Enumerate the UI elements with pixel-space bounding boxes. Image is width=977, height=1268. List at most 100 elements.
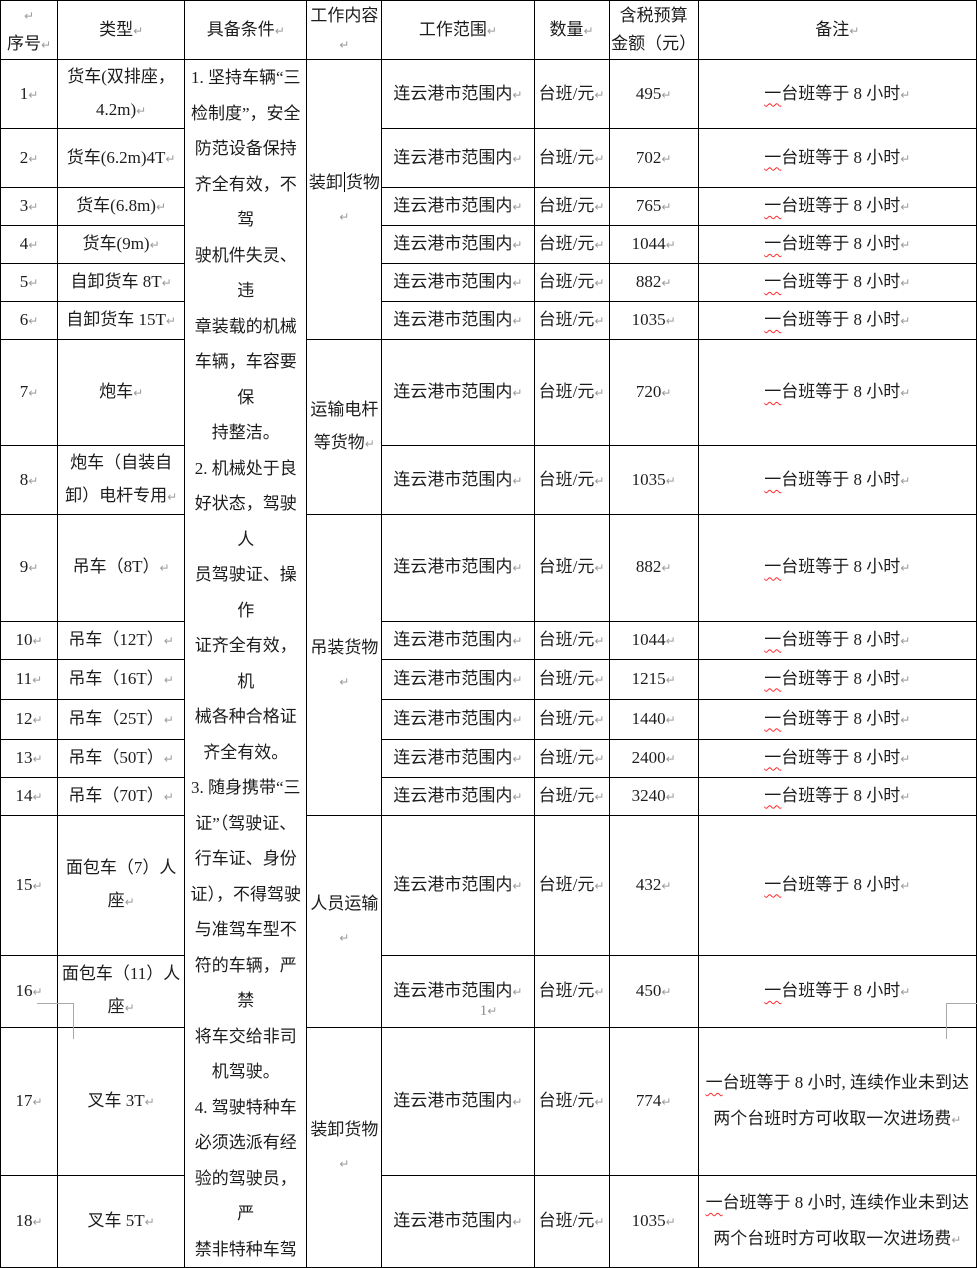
cell-index[interactable]: 14↵	[0, 776, 59, 816]
cell-scope[interactable]: 连云港市范围内↵	[381, 59, 535, 129]
cell-remark[interactable]: 一台班等于 8 小时↵	[697, 514, 977, 622]
header-quantity[interactable]: 数量↵	[533, 0, 610, 60]
cell-scope[interactable]: 连云港市范围内↵	[381, 620, 535, 660]
cell-quantity[interactable]: 台班/元↵	[533, 698, 610, 740]
cell-index[interactable]: 8↵	[0, 445, 59, 516]
cell-quantity[interactable]: 台班/元↵	[533, 187, 610, 226]
cell-type[interactable]: 面包车（7）人 座↵	[57, 814, 186, 956]
cell-amount[interactable]: 1035↵	[608, 301, 699, 340]
cell-quantity[interactable]: 台班/元↵	[533, 658, 610, 700]
cell-amount[interactable]: 1044↵	[608, 225, 699, 264]
cell-amount[interactable]: 702↵	[608, 128, 699, 188]
cell-type[interactable]: 吊车（25T）↵	[57, 698, 186, 740]
cell-type[interactable]: 吊车（12T）↵	[57, 620, 186, 660]
cell-remark[interactable]: 一台班等于 8 小时↵	[697, 698, 977, 740]
cell-quantity[interactable]: 台班/元↵	[533, 1026, 610, 1177]
cell-index[interactable]: 11↵	[0, 658, 59, 700]
cell-quantity[interactable]: 台班/元↵	[533, 301, 610, 340]
cell-quantity[interactable]: 台班/元↵	[533, 225, 610, 264]
cell-remark[interactable]: 一台班等于 8 小时↵	[697, 620, 977, 660]
cell-scope[interactable]: 连云港市范围内↵	[381, 776, 535, 816]
cell-quantity[interactable]: 台班/元↵	[533, 1175, 610, 1268]
cell-type[interactable]: 炮车（自装自 卸）电杆专用↵	[57, 445, 186, 516]
cell-remark[interactable]: 一台班等于 8 小时↵	[697, 954, 977, 1028]
cell-index[interactable]: 16↵	[0, 954, 59, 1028]
cell-work-content-loading-1[interactable]: 装卸 货物↵	[306, 59, 383, 340]
cell-remark[interactable]: 一台班等于 8 小时↵	[697, 776, 977, 816]
cell-remark[interactable]: 一台班等于 8 小时↵	[697, 445, 977, 516]
cell-scope[interactable]: 连云港市范围内↵	[381, 445, 535, 516]
cell-type[interactable]: 自卸货车 8T↵	[57, 263, 186, 302]
cell-amount[interactable]: 1035↵	[608, 445, 699, 516]
cell-amount[interactable]: 3240↵	[608, 776, 699, 816]
header-work-content[interactable]: 工作内容↵	[306, 0, 383, 60]
cell-quantity[interactable]: 台班/元↵	[533, 776, 610, 816]
cell-scope[interactable]: 连云港市范围内↵	[381, 1026, 535, 1177]
cell-remark[interactable]: 一台班等于 8 小时, 连续作业未到达 两个台班时方可收取一次进场费↵	[697, 1175, 977, 1268]
cell-index[interactable]: 3↵	[0, 187, 59, 226]
cell-scope[interactable]: 连云港市范围内↵	[381, 1175, 535, 1268]
cell-scope[interactable]: 连云港市范围内↵	[381, 738, 535, 778]
cell-index[interactable]: 15↵	[0, 814, 59, 956]
cell-scope[interactable]: 连云港市范围内↵	[381, 514, 535, 622]
cell-index[interactable]: 12↵	[0, 698, 59, 740]
cell-amount[interactable]: 1440↵	[608, 698, 699, 740]
cell-remark[interactable]: 一台班等于 8 小时↵	[697, 187, 977, 226]
cell-index[interactable]: 7↵	[0, 338, 59, 447]
cell-quantity[interactable]: 台班/元↵	[533, 338, 610, 447]
cell-index[interactable]: 9↵	[0, 514, 59, 622]
cell-scope[interactable]: 连云港市范围内↵	[381, 128, 535, 188]
cell-remark[interactable]: 一台班等于 8 小时↵	[697, 263, 977, 302]
cell-remark[interactable]: 一台班等于 8 小时↵	[697, 658, 977, 700]
cell-scope[interactable]: 连云港市范围内↵	[381, 658, 535, 700]
cell-scope[interactable]: 连云港市范围内↵	[381, 225, 535, 264]
cell-amount[interactable]: 1035↵	[608, 1175, 699, 1268]
cell-remark[interactable]: 一台班等于 8 小时↵	[697, 738, 977, 778]
cell-work-content-personnel[interactable]: 人员运输↵	[306, 814, 383, 1028]
cell-quantity[interactable]: 台班/元↵	[533, 263, 610, 302]
cell-type[interactable]: 吊车（50T）↵	[57, 738, 186, 778]
cell-type[interactable]: 面包车（11）人 座↵	[57, 954, 186, 1028]
cell-amount[interactable]: 1215↵	[608, 658, 699, 700]
cell-scope[interactable]: 连云港市范围内↵	[381, 263, 535, 302]
cell-index[interactable]: 6↵	[0, 301, 59, 340]
cell-quantity[interactable]: 台班/元↵	[533, 445, 610, 516]
cell-amount[interactable]: 432↵	[608, 814, 699, 956]
cell-amount[interactable]: 450↵	[608, 954, 699, 1028]
cell-scope[interactable]: 连云港市范围内↵	[381, 187, 535, 226]
header-type[interactable]: 类型↵	[57, 0, 186, 60]
cell-remark[interactable]: 一台班等于 8 小时↵	[697, 301, 977, 340]
header-budget[interactable]: 含税预算 金额（元）	[608, 0, 699, 60]
cell-amount[interactable]: 495↵	[608, 59, 699, 129]
header-index[interactable]: ↵ 序号↵	[0, 0, 59, 60]
header-remark[interactable]: 备注↵	[697, 0, 977, 60]
cell-type[interactable]: 炮车↵	[57, 338, 186, 447]
cell-quantity[interactable]: 台班/元↵	[533, 59, 610, 129]
cell-index[interactable]: 1↵	[0, 59, 59, 129]
cell-type[interactable]: 货车(6.8m)↵	[57, 187, 186, 226]
cell-type[interactable]: 吊车（70T）↵	[57, 776, 186, 816]
cell-scope[interactable]: 连云港市范围内↵	[381, 301, 535, 340]
cell-amount[interactable]: 2400↵	[608, 738, 699, 778]
cell-amount[interactable]: 1044↵	[608, 620, 699, 660]
header-work-scope[interactable]: 工作范围↵	[381, 0, 535, 60]
cell-type[interactable]: 叉车 5T↵	[57, 1175, 186, 1268]
cell-quantity[interactable]: 台班/元↵	[533, 514, 610, 622]
cell-work-content-transport[interactable]: 运输电杆 等货物↵	[306, 338, 383, 516]
cell-quantity[interactable]: 台班/元↵	[533, 814, 610, 956]
cell-type[interactable]: 自卸货车 15T↵	[57, 301, 186, 340]
cell-remark[interactable]: 一台班等于 8 小时↵	[697, 225, 977, 264]
cell-type[interactable]: 叉车 3T↵	[57, 1026, 186, 1177]
cell-quantity[interactable]: 台班/元↵	[533, 954, 610, 1028]
cell-index[interactable]: 18↵	[0, 1175, 59, 1268]
cell-conditions[interactable]: 1. 坚持车辆“三 检制度”，安全 防范设备保持 齐全有效，不驾 驶机件失灵、违…	[184, 59, 308, 1268]
cell-remark[interactable]: 一台班等于 8 小时↵	[697, 128, 977, 188]
cell-work-content-hoisting[interactable]: 吊装货物↵	[306, 514, 383, 816]
cell-amount[interactable]: 774↵	[608, 1026, 699, 1177]
cell-amount[interactable]: 882↵	[608, 263, 699, 302]
cell-quantity[interactable]: 台班/元↵	[533, 738, 610, 778]
cell-index[interactable]: 4↵	[0, 225, 59, 264]
cell-remark[interactable]: 一台班等于 8 小时↵	[697, 338, 977, 447]
cell-index[interactable]: 17↵	[0, 1026, 59, 1177]
cell-index[interactable]: 13↵	[0, 738, 59, 778]
